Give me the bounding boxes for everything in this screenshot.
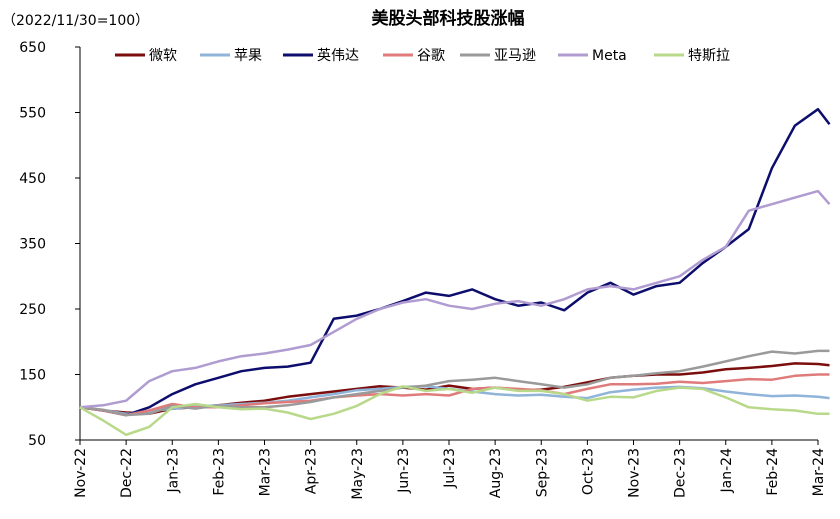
- unit-label: （2022/11/30=100）: [2, 13, 149, 29]
- x-tick-label: Aug-23: [488, 448, 504, 498]
- x-tick-label: Nov-23: [627, 448, 643, 498]
- legend-label: 英伟达: [317, 47, 359, 64]
- series-group: [79, 107, 831, 437]
- legend-label: 特斯拉: [688, 48, 730, 64]
- legend-label: 亚马逊: [494, 48, 536, 64]
- x-tick-label: Jan-23: [165, 448, 181, 493]
- y-tick-label: 450: [19, 171, 46, 187]
- legend-label: 微软: [149, 48, 177, 64]
- x-tick-label: Feb-24: [765, 448, 781, 496]
- y-tick-label: 50: [28, 433, 46, 449]
- x-tick-label: Nov-22: [73, 448, 89, 498]
- x-tick-label: Dec-23: [673, 448, 689, 498]
- chart-title: 美股头部科技股涨幅: [372, 8, 525, 29]
- y-tick-label: 250: [19, 302, 46, 318]
- legend-label: 谷歌: [417, 48, 445, 64]
- y-tick-label: 350: [19, 237, 46, 253]
- series-line: [79, 107, 831, 417]
- x-tick-label: Jan-24: [719, 448, 735, 494]
- axes: 50 150 250 350 450 550 650 Nov-22 Dec-22 Jan-23 Fe…: [19, 40, 827, 500]
- x-tick-label: Apr-23: [304, 448, 320, 494]
- x-tick-label: Mar-24: [811, 448, 827, 496]
- y-tick-label: 550: [19, 106, 46, 122]
- series-line: [79, 189, 831, 409]
- legend-label: 苹果: [234, 48, 262, 64]
- x-tick-label: May-23: [350, 448, 366, 500]
- legend-label: Meta: [592, 48, 627, 64]
- x-tick-label: Jun-23: [396, 448, 412, 494]
- x-tick-label: Feb-23: [211, 448, 227, 496]
- y-tick-label: 650: [19, 40, 46, 56]
- x-tick-label: Oct-23: [580, 448, 596, 495]
- x-tick-label: Jul-23: [442, 448, 458, 489]
- legend: 微软 苹果 英伟达 谷歌 亚马逊 Meta 特斯拉: [115, 47, 730, 64]
- x-tick-label: Sep-23: [534, 448, 550, 497]
- x-tick-label: Dec-22: [119, 448, 135, 498]
- series-line: [79, 385, 830, 437]
- series-line: [79, 349, 830, 417]
- y-tick-label: 150: [19, 368, 46, 384]
- x-tick-label: Mar-23: [258, 448, 274, 496]
